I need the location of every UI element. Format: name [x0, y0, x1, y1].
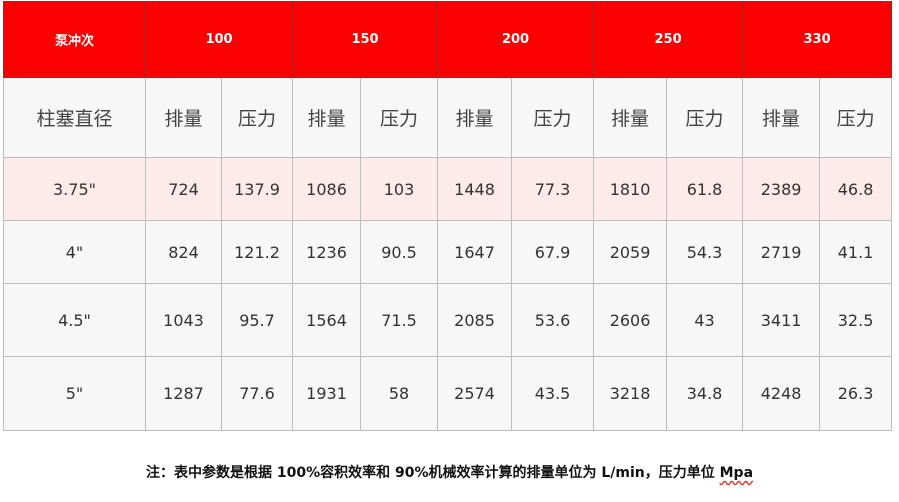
diameter-cell: 4" — [3, 220, 146, 284]
table-cell: 1448 — [437, 157, 513, 221]
table-cell: 61.8 — [666, 157, 744, 221]
table-cell: 1236 — [292, 220, 362, 284]
pump-spec-table: 泵冲次 100 150 200 250 330 柱塞直径 排量 压力 排量 压力… — [3, 1, 893, 431]
table-cell: 67.9 — [511, 220, 595, 284]
footnote: 注：表中参数是根据 100%容积效率和 90%机械效率计算的排量单位为 L/mi… — [0, 462, 899, 482]
table-cell: 41.1 — [819, 220, 893, 284]
stroke-150: 150 — [292, 1, 439, 78]
pressure-header: 压力 — [819, 77, 893, 158]
plunger-diameter-label: 柱塞直径 — [3, 77, 146, 158]
table-row: 4.5" 1043 95.7 1564 71.5 2085 53.6 2606 … — [3, 283, 893, 357]
stroke-label: 泵冲次 — [3, 1, 146, 78]
table-cell: 43.5 — [511, 356, 595, 431]
table-cell: 824 — [145, 220, 222, 284]
table-cell: 2606 — [593, 283, 668, 357]
table-cell: 2085 — [437, 283, 513, 357]
displacement-header: 排量 — [145, 77, 222, 158]
table-cell: 26.3 — [819, 356, 893, 431]
footnote-text: 注：表中参数是根据 100%容积效率和 90%机械效率计算的排量单位为 L/mi… — [145, 465, 720, 481]
pressure-header: 压力 — [511, 77, 595, 158]
table-cell: 43 — [666, 283, 744, 357]
table-cell: 2719 — [742, 220, 821, 284]
table-cell: 71.5 — [360, 283, 439, 357]
table-cell: 121.2 — [220, 220, 294, 284]
table-cell: 1043 — [145, 283, 222, 357]
table-cell: 77.3 — [511, 157, 595, 221]
table-row: 5" 1287 77.6 1931 58 2574 43.5 3218 34.8… — [3, 356, 893, 431]
table-cell: 53.6 — [511, 283, 595, 357]
table-cell: 2059 — [593, 220, 668, 284]
displacement-header: 排量 — [742, 77, 821, 158]
table-cell: 1086 — [292, 157, 362, 221]
stroke-330: 330 — [742, 1, 893, 78]
table-cell: 3411 — [742, 283, 821, 357]
displacement-header: 排量 — [292, 77, 362, 158]
displacement-header: 排量 — [593, 77, 668, 158]
table-cell: 46.8 — [819, 157, 893, 221]
table-row: 3.75" 724 137.9 1086 103 1448 77.3 1810 … — [3, 157, 893, 221]
pressure-header: 压力 — [360, 77, 439, 158]
footnote-unit: Mpa — [719, 465, 754, 481]
stroke-250: 250 — [593, 1, 744, 78]
diameter-cell: 4.5" — [3, 283, 146, 357]
stroke-100: 100 — [144, 1, 294, 78]
pressure-header: 压力 — [666, 77, 744, 158]
table-cell: 1931 — [292, 356, 362, 431]
table-cell: 3218 — [593, 356, 668, 431]
diameter-cell: 3.75" — [3, 157, 146, 221]
table-cell: 90.5 — [360, 220, 439, 284]
table-cell: 103 — [360, 157, 439, 221]
table-cell: 4248 — [742, 356, 821, 431]
diameter-cell: 5" — [3, 356, 146, 431]
table-cell: 1287 — [145, 356, 222, 431]
table-cell: 77.6 — [220, 356, 294, 431]
column-header-row: 柱塞直径 排量 压力 排量 压力 排量 压力 排量 压力 排量 压力 — [3, 77, 893, 158]
table-cell: 1647 — [437, 220, 513, 284]
table-cell: 32.5 — [819, 283, 893, 357]
table-cell: 34.8 — [666, 356, 744, 431]
table-cell: 724 — [145, 157, 222, 221]
displacement-header: 排量 — [437, 77, 513, 158]
table-cell: 2574 — [437, 356, 513, 431]
stroke-200: 200 — [437, 1, 595, 78]
table-cell: 58 — [360, 356, 439, 431]
table-row: 4" 824 121.2 1236 90.5 1647 67.9 2059 54… — [3, 220, 893, 284]
table-cell: 95.7 — [220, 283, 294, 357]
table-cell: 1810 — [593, 157, 668, 221]
stroke-header-row: 泵冲次 100 150 200 250 330 — [3, 1, 893, 78]
table-cell: 137.9 — [220, 157, 294, 221]
pressure-header: 压力 — [220, 77, 294, 158]
table-cell: 1564 — [292, 283, 362, 357]
table-cell: 54.3 — [666, 220, 744, 284]
table-cell: 2389 — [742, 157, 821, 221]
